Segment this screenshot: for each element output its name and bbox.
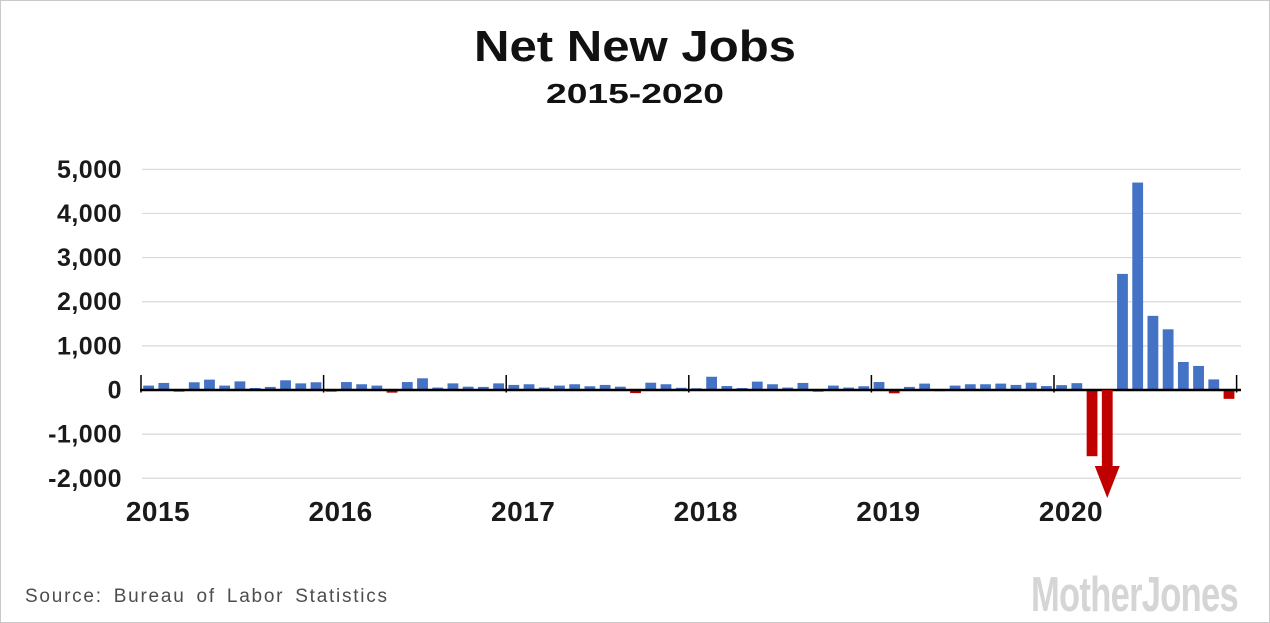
source-note: Source: Bureau of Labor Statistics (25, 586, 387, 607)
x-axis-year-label: 2020 (1039, 496, 1103, 527)
bar-2016-07 (417, 378, 428, 390)
bar-2019-06 (949, 385, 961, 390)
x-axis-labels: 2015 2016 2017 2018 2019 2020 (126, 496, 1103, 527)
bar-2019-07 (964, 384, 976, 390)
bar-2020-03 (1086, 390, 1098, 457)
bar-2020-05 (1117, 273, 1128, 390)
y-axis-tick-label: 0 (108, 377, 122, 405)
x-axis-year-label: 2019 (856, 496, 920, 527)
y-axis-tick-label: -2,000 (48, 465, 122, 493)
bar-2019-11 (1025, 382, 1037, 390)
bar-2016-02 (341, 382, 352, 390)
bar-2018-03 (721, 386, 733, 390)
bar-2017-09 (630, 390, 641, 394)
bar-2020-07 (1147, 315, 1159, 390)
bar-2015-06 (219, 385, 231, 390)
offscale-arrow-shaft (1101, 390, 1113, 468)
y-axis-tick-label: -1,000 (48, 421, 122, 449)
bar-2015-02 (158, 382, 170, 390)
bar-2019-02 (888, 390, 900, 394)
bar-2016-11 (477, 386, 489, 390)
bar-2017-05 (569, 384, 581, 390)
chart-subtitle: 2015-2020 (546, 78, 724, 109)
bar-2018-08 (797, 382, 809, 390)
y-axis-tick-label: 2,000 (57, 288, 122, 316)
bar-2015-04 (188, 382, 200, 390)
x-axis-year-label: 2018 (674, 496, 738, 527)
bar-2017-08 (614, 386, 626, 390)
y-axis-tick-label: 5,000 (57, 156, 122, 184)
bar-2016-06 (401, 382, 413, 390)
bar-2016-03 (356, 384, 368, 390)
bar-2017-11 (660, 384, 672, 390)
bar-2015-09 (264, 386, 276, 390)
chart-title: Net New Jobs (474, 22, 796, 71)
bar-2017-06 (584, 386, 596, 390)
bar-2020-08 (1162, 329, 1174, 390)
bar-2020-01 (1056, 385, 1068, 390)
motherjones-logo: MotherJones (1031, 568, 1238, 622)
bar-2018-12 (858, 386, 870, 390)
bar-2015-11 (295, 383, 307, 390)
y-axis-tick-label: 3,000 (57, 244, 122, 272)
y-axis-tick-label: 4,000 (57, 200, 122, 228)
bar-2019-12 (1040, 386, 1052, 390)
bar-series (143, 182, 1235, 457)
bar-2020-09 (1177, 361, 1189, 390)
bar-2016-04 (371, 385, 383, 390)
bar-2015-05 (204, 379, 215, 390)
bar-2020-11 (1208, 379, 1220, 390)
bar-2016-05 (386, 390, 398, 393)
bar-2016-10 (462, 386, 474, 390)
bar-2015-12 (310, 382, 322, 390)
bar-2019-04 (919, 383, 931, 390)
x-axis-year-label: 2016 (308, 496, 372, 527)
bar-2018-06 (767, 384, 778, 390)
bar-2020-06 (1132, 182, 1144, 390)
bar-2019-03 (904, 386, 915, 390)
bar-2019-08 (980, 384, 991, 390)
bar-2017-04 (554, 385, 565, 390)
bar-2015-07 (234, 381, 246, 390)
year-ticks (140, 375, 1238, 393)
bar-2015-01 (143, 385, 155, 390)
bar-2016-09 (447, 383, 459, 390)
bar-2018-02 (706, 376, 718, 390)
y-axis-tick-label: 1,000 (57, 332, 122, 360)
bar-2020-12 (1223, 390, 1235, 399)
bar-2015-10 (280, 380, 291, 390)
bar-2017-07 (599, 384, 611, 390)
x-axis-year-label: 2017 (491, 496, 555, 527)
bar-2017-10 (645, 382, 657, 390)
gridlines (142, 168, 1241, 479)
offscale-arrow (1094, 390, 1120, 498)
bar-2018-05 (751, 381, 763, 390)
y-axis-labels: 5,000 4,000 3,000 2,000 1,000 0 -1,000 -2,000 (48, 156, 122, 493)
bar-2020-02 (1071, 383, 1083, 390)
bar-2019-09 (995, 383, 1007, 390)
bar-2020-10 (1193, 365, 1204, 390)
bar-2019-10 (1010, 384, 1022, 390)
x-axis-year-label: 2015 (126, 496, 190, 527)
bar-2017-01 (508, 384, 520, 390)
offscale-arrow-head (1094, 466, 1120, 498)
bar-2016-12 (493, 383, 504, 390)
bar-2017-02 (523, 384, 535, 390)
bar-2018-10 (827, 385, 839, 390)
bar-2019-01 (873, 382, 885, 390)
